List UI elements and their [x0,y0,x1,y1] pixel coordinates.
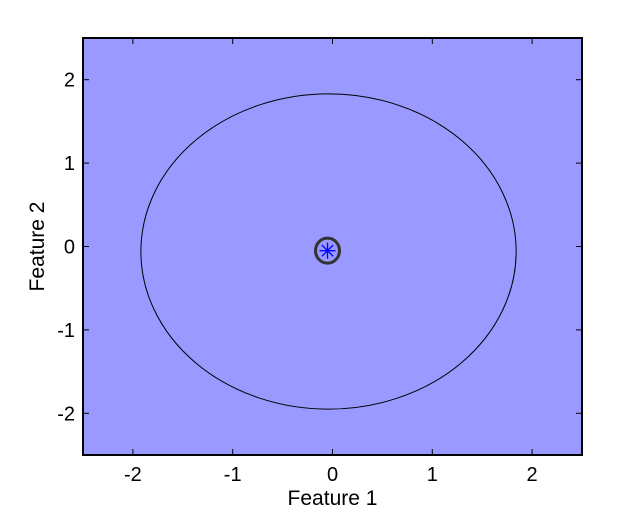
y-tick-label: -2 [57,403,75,425]
plot-area-frame [82,37,583,456]
y-tick-label: -1 [57,320,75,342]
x-tick-label: 2 [527,464,538,486]
highlight-ring [314,236,341,265]
x-tick-label: -1 [224,464,242,486]
y-tick-label: 0 [64,237,75,259]
x-tick-label: -2 [124,464,142,486]
data-point-asterisk [319,242,336,259]
contour-ellipse [140,93,517,410]
y-tick-label: 2 [64,70,75,92]
x-tick-label: 0 [327,464,338,486]
x-tick-label: 1 [427,464,438,486]
y-axis-label: Feature 2 [26,202,49,292]
y-tick-label: 1 [64,153,75,175]
x-axis-label: Feature 1 [288,487,378,510]
chart-marks [140,93,517,410]
